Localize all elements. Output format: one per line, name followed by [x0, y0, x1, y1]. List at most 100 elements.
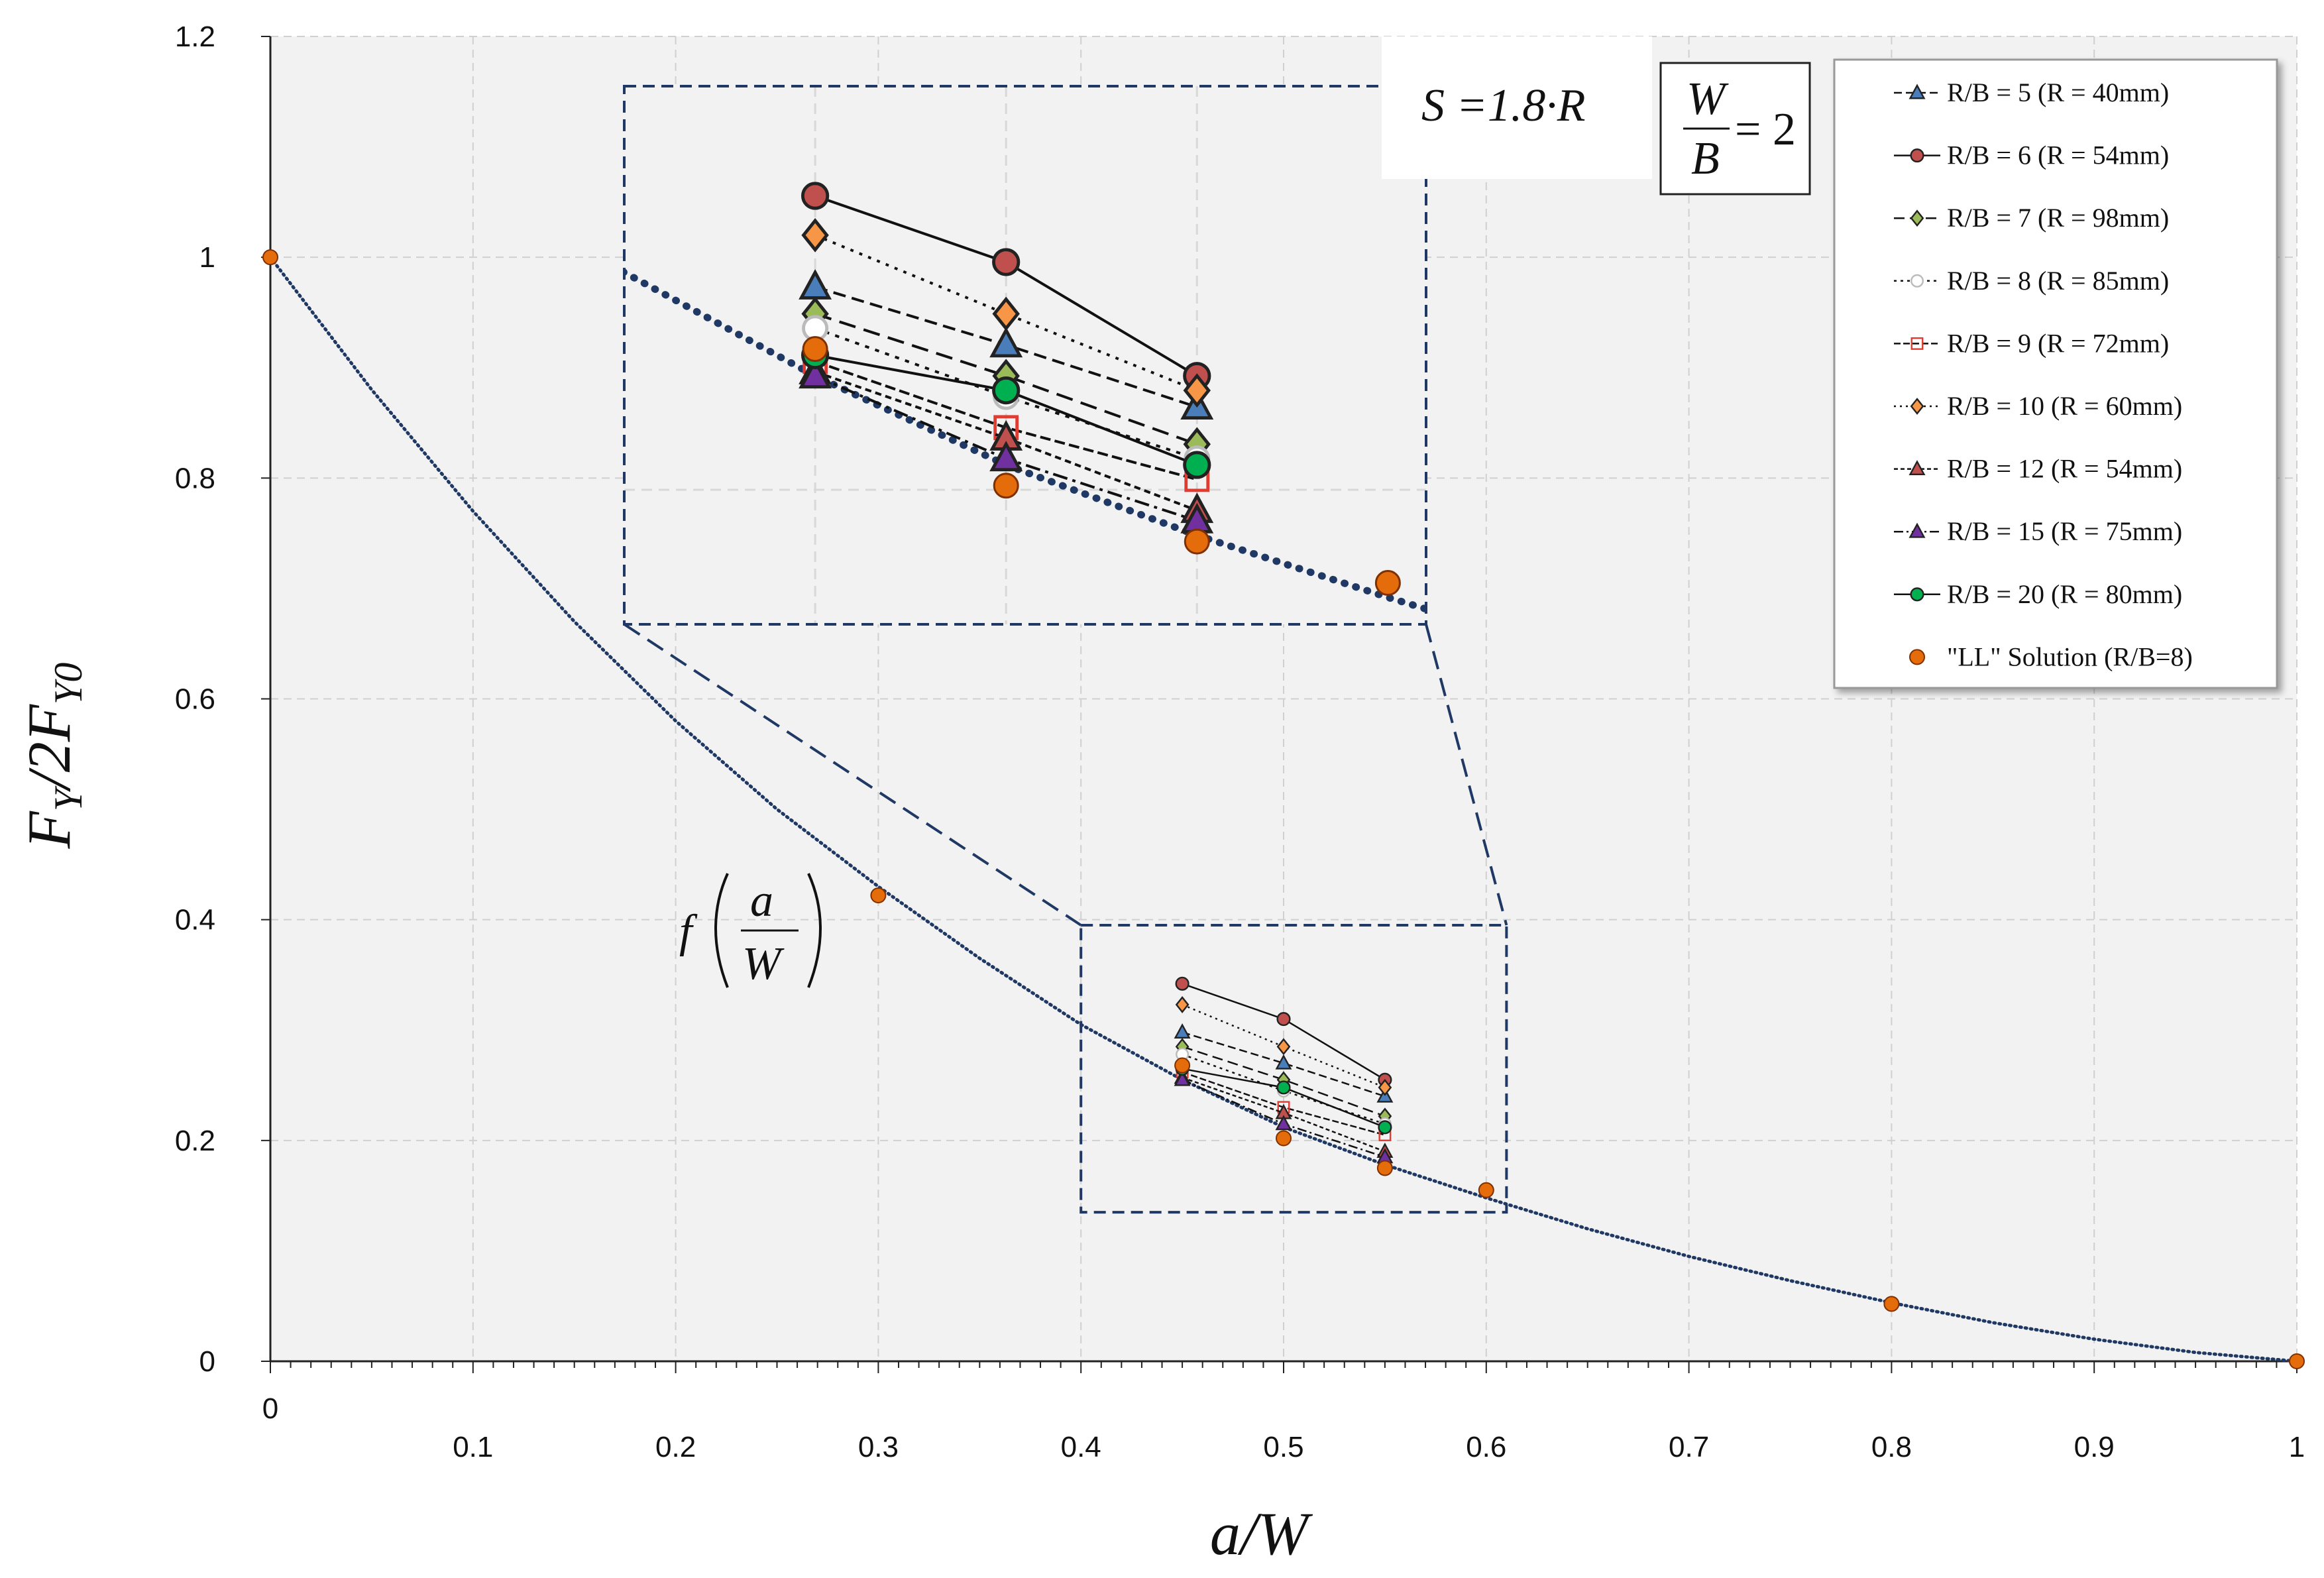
inset-background — [624, 86, 1426, 624]
ll-point — [870, 887, 887, 904]
x-tick-label: 0.8 — [1871, 1431, 1912, 1463]
ll-point — [2289, 1353, 2305, 1369]
series-line — [1182, 1046, 1386, 1117]
inset-series — [799, 182, 1214, 534]
inset-ll-point — [993, 473, 1019, 499]
series-point — [1378, 1078, 1392, 1096]
s-annotation: S =1.8·R — [1382, 36, 1652, 179]
series-point — [799, 358, 832, 389]
x-tick-label: 0.2 — [655, 1431, 696, 1463]
inset-ll-point — [802, 336, 828, 363]
x-tick-label: 0.9 — [2074, 1431, 2115, 1463]
zoom-connector-right — [1425, 624, 1508, 926]
y-tick-label: 0.6 — [175, 683, 215, 716]
legend-marker — [1910, 337, 1924, 350]
series-point — [1276, 1080, 1291, 1095]
series-point — [1174, 1023, 1191, 1039]
legend-marker — [1909, 84, 1926, 99]
x-tick-label: 0.7 — [1669, 1431, 1709, 1463]
legend-label: R/B = 20 (R = 80mm) — [1947, 579, 2182, 609]
legend-marker — [1910, 274, 1924, 288]
legend-label: R/B = 7 (R = 98mm) — [1947, 203, 2169, 233]
legend-box — [1833, 58, 2278, 689]
legend-marker — [1910, 587, 1924, 602]
legend-label: R/B = 8 (R = 85mm) — [1947, 266, 2169, 296]
legend-marker — [1910, 209, 1924, 227]
series-point — [1276, 1012, 1291, 1027]
y-tick-label: 0 — [199, 1345, 215, 1378]
x-tick-label: 0.1 — [453, 1431, 493, 1463]
x-tick-label: 1 — [2289, 1431, 2305, 1463]
series-point — [992, 376, 1021, 405]
legend-label: R/B = 6 (R = 54mm) — [1947, 141, 2169, 170]
series-line — [814, 312, 1197, 446]
y-tick-label: 0.2 — [175, 1125, 215, 1157]
series-point — [1378, 1120, 1392, 1135]
zoom-box — [1079, 923, 1508, 1214]
series-point — [1183, 451, 1211, 479]
legend-label: R/B = 15 (R = 75mm) — [1947, 516, 2182, 546]
series-point — [1183, 373, 1211, 408]
ll-point — [1376, 1160, 1393, 1176]
series-point — [1175, 976, 1190, 991]
series-point — [1275, 1115, 1292, 1131]
series-point — [1276, 1038, 1291, 1056]
ll-solution-points — [262, 249, 2305, 1369]
legend-marker — [1909, 522, 1926, 538]
legend: R/B = 5 (R = 40mm) R/B = 6 (R = 54mm) R/B … — [1833, 58, 2278, 689]
inset-ll-point — [1374, 570, 1401, 596]
w-over-b-numerator: W — [1687, 74, 1729, 125]
series-point — [801, 182, 830, 210]
w-over-b-denominator: B — [1691, 133, 1720, 184]
legend-label: R/B = 12 (R = 54mm) — [1947, 454, 2182, 484]
w-over-b-annotation: W B = 2 — [1659, 62, 1811, 196]
ll-point — [1276, 1130, 1292, 1147]
ll-point — [262, 249, 278, 266]
x-tick-label: 0 — [262, 1392, 278, 1425]
x-axis-title: a/W — [1210, 1500, 1313, 1567]
ll-point — [1478, 1182, 1494, 1198]
y-tick-label: 0.4 — [175, 904, 215, 936]
x-tick-label: 0.5 — [1263, 1431, 1303, 1463]
ll-point — [1174, 1057, 1191, 1074]
f-denominator: W — [742, 938, 785, 989]
legend-items: R/B = 5 (R = 40mm) R/B = 6 (R = 54mm) R/B … — [1894, 78, 2193, 671]
x-tick-label: 0.3 — [858, 1431, 899, 1463]
legend-marker — [1909, 460, 1926, 476]
w-over-b-value: = 2 — [1735, 104, 1796, 155]
axis-ticks: 0 0.1 0.2 0.3 0.4 0.5 0.6 0.7 0.8 0.9 1 0 0.2 0.4 0.6 0… — [175, 21, 2305, 1463]
y-tick-label: 0.8 — [175, 462, 215, 494]
series-point — [992, 296, 1020, 331]
inset-ll-points — [802, 336, 1401, 596]
x-tick-label: 0.6 — [1466, 1431, 1506, 1463]
legend-label: R/B = 10 (R = 60mm) — [1947, 391, 2182, 421]
series-line — [1182, 1003, 1386, 1089]
inset-ll-point — [1184, 528, 1210, 555]
series-point — [992, 248, 1021, 276]
ll-point — [1883, 1296, 1900, 1312]
legend-label: R/B = 5 (R = 40mm) — [1947, 78, 2169, 107]
series-point — [1275, 1054, 1292, 1070]
legend-label: R/B = 9 (R = 72mm) — [1947, 328, 2169, 358]
x-tick-label: 0.4 — [1061, 1431, 1101, 1463]
series-main — [1174, 976, 1394, 1164]
series-line — [814, 234, 1198, 392]
y-axis-title: FY/2FY0 — [15, 663, 90, 850]
series-point — [1174, 1070, 1191, 1086]
series-point — [801, 217, 829, 253]
inset-border — [623, 85, 1427, 626]
y-tick-label: 1 — [199, 241, 215, 274]
s-relation-text: S =1.8·R — [1421, 80, 1586, 131]
f-numerator: a — [750, 875, 773, 927]
inset — [623, 85, 1427, 626]
zoom-connectors — [623, 623, 1508, 927]
y-tick-label: 1.2 — [175, 21, 215, 53]
legend-marker — [1909, 649, 1925, 665]
legend-marker — [1910, 398, 1924, 415]
legend-label: "LL" Solution (R/B=8) — [1947, 642, 2193, 671]
series-point — [989, 441, 1023, 472]
legend-marker — [1910, 148, 1924, 163]
series-point — [1175, 995, 1190, 1013]
series-point — [989, 327, 1023, 358]
